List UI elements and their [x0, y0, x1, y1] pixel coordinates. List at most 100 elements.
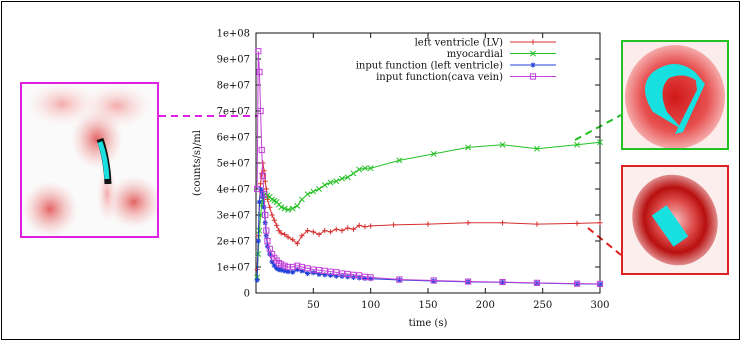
x-tick-label: 200 [476, 300, 495, 311]
series-2 [254, 139, 603, 281]
data-point [294, 202, 301, 209]
data-point [294, 262, 301, 269]
data-point [350, 271, 357, 278]
data-point [271, 263, 277, 269]
data-point [362, 224, 368, 230]
data-point [274, 265, 280, 271]
data-point [276, 228, 282, 234]
data-point [327, 272, 334, 278]
data-point [289, 205, 296, 212]
legend-entry-label: myocardial [447, 49, 503, 60]
y-tick-label: 0 [244, 289, 250, 300]
data-point [322, 272, 328, 278]
data-point [282, 268, 288, 274]
data-point [316, 271, 322, 277]
data-point [304, 265, 311, 272]
data-point [257, 107, 264, 115]
data-point [299, 233, 305, 239]
data-point [574, 220, 580, 226]
data-point [499, 220, 506, 226]
data-point [256, 68, 263, 76]
data-point [534, 221, 540, 227]
data-point [361, 273, 369, 280]
y-tick-label: 1e+08 [217, 29, 250, 40]
data-point [278, 261, 285, 268]
data-point [255, 238, 261, 244]
data-point [316, 186, 323, 192]
data-point [254, 185, 261, 193]
data-point [327, 179, 334, 186]
data-point [425, 221, 431, 227]
y-tick-label: 6e+07 [217, 133, 250, 144]
x-tick-label: 300 [590, 300, 609, 311]
y-tick-label: 7e+07 [217, 107, 250, 118]
top-right-panel-connector [574, 114, 622, 141]
data-point [262, 220, 268, 226]
data-point [261, 204, 267, 210]
y-tick-label: 4e+07 [217, 185, 250, 196]
x-tick-label: 100 [361, 300, 380, 311]
data-point [361, 165, 368, 172]
series-line [256, 162, 601, 270]
data-point [338, 270, 346, 277]
data-point [256, 227, 263, 234]
y-axis-label: (counts/s)/ml [192, 130, 203, 196]
y-tick-label: 8e+07 [217, 81, 250, 92]
data-point [276, 267, 282, 273]
data-point [596, 280, 604, 287]
data-point [430, 150, 437, 157]
data-point [431, 278, 437, 284]
data-point [282, 231, 288, 238]
myocardium-mask-image [623, 42, 727, 148]
data-point [263, 186, 269, 192]
data-point [269, 212, 275, 218]
data-point [597, 281, 603, 287]
data-point [281, 262, 288, 269]
top-right-myocardium-panel [621, 40, 729, 150]
data-point [597, 139, 603, 146]
data-point [333, 226, 339, 232]
data-point [533, 279, 541, 286]
data-point [305, 270, 311, 277]
legend-entry-marker [530, 39, 536, 45]
data-point [263, 233, 269, 239]
y-tick-label: 5e+07 [217, 159, 250, 170]
series-line [256, 141, 601, 278]
data-point [310, 188, 317, 195]
series-layer [254, 48, 604, 287]
data-point [257, 181, 264, 187]
data-point [294, 241, 300, 247]
data-point [255, 48, 262, 55]
data-point [315, 267, 323, 274]
data-point [269, 259, 275, 265]
lv-mask-image [623, 167, 727, 273]
data-point [396, 277, 402, 283]
data-point [356, 222, 362, 228]
data-point [278, 267, 284, 273]
data-point [367, 274, 374, 281]
legend-entry-label: left ventricle (LV) [415, 38, 503, 49]
data-point [268, 250, 276, 258]
data-point [254, 277, 260, 283]
series-line [256, 51, 601, 285]
legend-entry-marker [530, 62, 536, 68]
data-point [499, 278, 506, 286]
x-tick-label: 250 [533, 300, 552, 311]
data-point [533, 145, 540, 152]
series-3 [254, 186, 603, 287]
legend-entry-label: input function (left ventricle) [356, 61, 503, 72]
series-1 [254, 160, 603, 273]
data-point [321, 267, 328, 274]
y-tick-label: 9e+07 [217, 55, 250, 66]
x-tick-label: 50 [307, 300, 320, 311]
data-point [391, 222, 397, 228]
x-axis-label: time (s) [409, 318, 448, 329]
data-point [499, 141, 506, 148]
data-point [256, 199, 263, 205]
data-point [327, 229, 334, 235]
y-tick-label: 2e+07 [217, 237, 250, 248]
data-point [356, 272, 363, 279]
data-point [298, 263, 305, 271]
data-point [396, 157, 403, 164]
